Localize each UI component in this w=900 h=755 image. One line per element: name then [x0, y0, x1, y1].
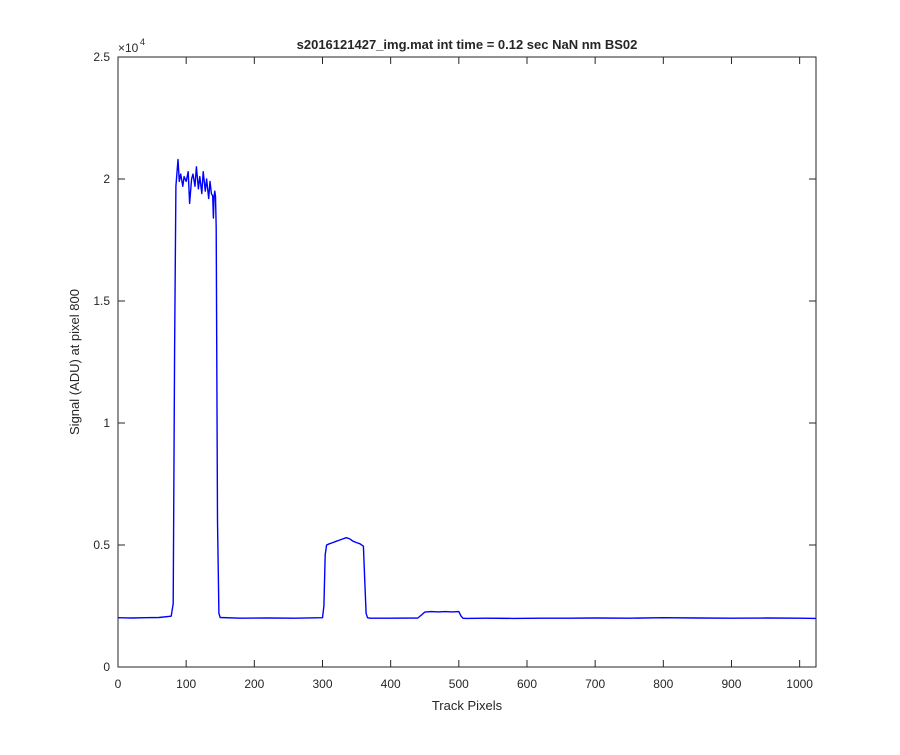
x-tick-label: 500: [449, 677, 469, 691]
x-tick-label: 300: [312, 677, 332, 691]
x-axis-label: Track Pixels: [432, 698, 503, 713]
y-axis-exponent-base: ×10: [118, 41, 139, 55]
plot-frame: [117, 56, 817, 668]
y-axis-label: Signal (ADU) at pixel 800: [67, 289, 82, 435]
y-tick-label: 2: [103, 172, 110, 186]
y-tick-label: 1: [103, 416, 110, 430]
x-tick-label: 600: [517, 677, 537, 691]
y-tick-label: 1.5: [93, 294, 110, 308]
x-tick-label: 1000: [786, 677, 813, 691]
x-tick-label: 0: [115, 677, 122, 691]
y-axis-exponent-power: 4: [140, 37, 145, 47]
y-tick-label: 2.5: [93, 50, 110, 64]
x-tick-label: 400: [381, 677, 401, 691]
x-tick-label: 800: [653, 677, 673, 691]
chart-title: s2016121427_img.mat int time = 0.12 sec …: [297, 37, 638, 52]
series-group: [117, 158, 817, 620]
x-tick-label: 700: [585, 677, 605, 691]
y-tick-label: 0.5: [93, 538, 110, 552]
x-tick-label: 100: [176, 677, 196, 691]
y-tick-label: 0: [103, 660, 110, 674]
axes: 0 100 200 300 400 500 600 700 800 900 1000 0 0.5 1 1.5…: [93, 50, 817, 691]
x-tick-label: 200: [244, 677, 264, 691]
y-axis-exponent: ×10 4: [118, 37, 145, 55]
x-tick-label: 900: [721, 677, 741, 691]
series-line-0: [117, 158, 817, 620]
